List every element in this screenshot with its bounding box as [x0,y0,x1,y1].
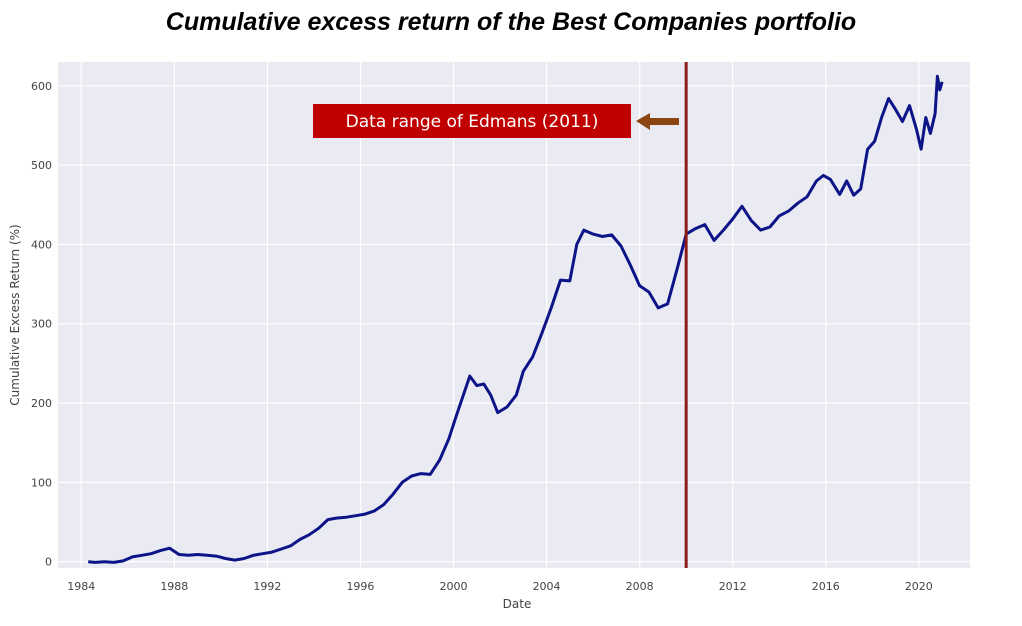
series-line [88,74,944,564]
y-axis-label: Cumulative Excess Return (%) [8,224,22,405]
y-axis-ticks: 0 100 200 300 400 500 600 [31,80,52,569]
y-tick-label: 600 [31,80,52,93]
chart-title: Cumulative excess return of the Best Com… [165,8,857,36]
x-tick-label: 2012 [719,580,747,593]
plot-area [58,62,970,568]
y-tick-label: 100 [31,476,52,489]
y-tick-label: 0 [45,556,52,569]
x-tick-label: 1992 [253,580,281,593]
y-tick-label: 300 [31,318,52,331]
x-tick-label: 2000 [440,580,468,593]
x-tick-label: 1996 [346,580,374,593]
x-tick-label: 2020 [905,580,933,593]
x-axis-ticks: 1984 1988 1992 1996 2000 2004 2008 2012 2016 2020 [67,580,933,593]
y-tick-label: 500 [31,159,52,172]
x-axis-label: Date [503,597,532,611]
x-tick-label: 2016 [812,580,840,593]
gridlines [58,62,970,568]
x-tick-label: 2004 [533,580,561,593]
x-tick-label: 2008 [626,580,654,593]
x-tick-label: 1984 [67,580,95,593]
annotation-text: Data range of Edmans (2011) [346,112,599,132]
annotation-arrow [636,113,679,130]
x-tick-label: 1988 [160,580,188,593]
y-tick-label: 400 [31,238,52,251]
annotation-box [313,104,631,138]
y-tick-label: 200 [31,397,52,410]
